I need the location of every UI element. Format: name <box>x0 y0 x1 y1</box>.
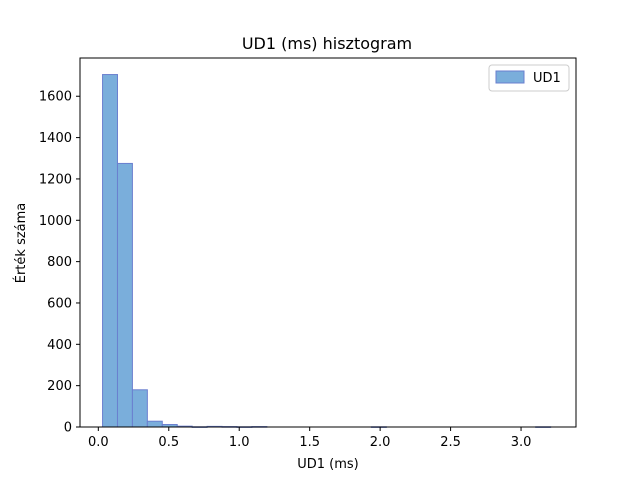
histogram-bar-0 <box>102 74 118 428</box>
y-tick-label: 0 <box>64 421 72 436</box>
y-tick-label: 1600 <box>39 90 72 105</box>
x-tick-label: 1.0 <box>229 435 250 450</box>
y-axis-label: Érték száma <box>13 203 29 284</box>
y-tick-label: 800 <box>47 255 72 270</box>
plot-frame <box>79 57 577 428</box>
histogram-bar-3 <box>146 420 163 428</box>
chart-title: UD1 (ms) hisztogram <box>242 34 412 53</box>
histogram-bar-2 <box>131 389 148 428</box>
x-tick-label: 0.0 <box>88 435 109 450</box>
x-axis-label: UD1 (ms) <box>297 457 359 472</box>
y-tick-label: 400 <box>47 338 72 353</box>
y-axis-ticks: 0 200 400 600 800 1000 1200 1400 1600 <box>39 90 80 436</box>
legend-label: UD1 <box>533 71 561 86</box>
y-tick-label: 600 <box>47 296 72 311</box>
y-tick-label: 1000 <box>39 214 72 229</box>
x-axis-ticks: 0.0 0.5 1.0 1.5 2.0 2.5 3.0 <box>88 427 531 450</box>
histogram-bars <box>102 74 552 428</box>
x-tick-label: 2.0 <box>370 435 391 450</box>
x-tick-label: 1.5 <box>299 435 320 450</box>
x-tick-label: 3.0 <box>511 435 532 450</box>
x-tick-label: 0.5 <box>158 435 179 450</box>
legend-swatch <box>495 70 525 84</box>
legend: UD1 <box>488 64 570 92</box>
y-tick-label: 1200 <box>39 172 72 187</box>
y-tick-label: 1400 <box>39 131 72 146</box>
y-tick-label: 200 <box>47 379 72 394</box>
histogram-bar-1 <box>116 162 133 428</box>
x-tick-label: 2.5 <box>440 435 461 450</box>
